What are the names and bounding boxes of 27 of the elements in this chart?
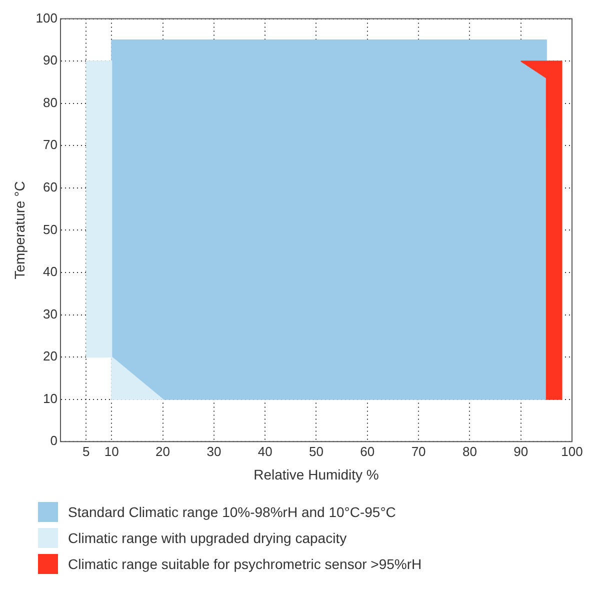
- x-tick-label: 40: [258, 444, 272, 459]
- y-tick-label: 100: [36, 10, 58, 26]
- x-tick-label: 90: [514, 444, 528, 459]
- x-tick-label: 100: [561, 444, 583, 459]
- y-tick-label: 20: [43, 348, 58, 364]
- x-tick-label: 30: [206, 444, 222, 459]
- y-tick-label: 0: [50, 433, 58, 448]
- x-tick-label: 10: [104, 444, 119, 459]
- y-tick-label: 90: [43, 52, 58, 68]
- x-tick-label: 60: [360, 444, 375, 459]
- y-tick-label: 70: [43, 137, 58, 152]
- x-tick-label: 5: [82, 444, 90, 459]
- y-axis-title: Temperature °C: [11, 181, 28, 280]
- x-tick-label: 70: [411, 444, 426, 459]
- legend-label: Standard Climatic range 10%-98%rH and 10°C-95°C: [68, 504, 396, 520]
- y-tick-label: 50: [43, 222, 58, 237]
- legend-label: Climatic range with upgraded drying capacity: [68, 530, 347, 546]
- x-tick-label: 50: [309, 444, 324, 459]
- x-axis-title: Relative Humidity %: [254, 466, 379, 482]
- x-tick-label: 20: [156, 444, 170, 459]
- y-tick-label: 10: [43, 390, 58, 406]
- y-tick-label: 80: [43, 94, 58, 110]
- legend-label: Climatic range suitable for psychrometric sensor >95%rH: [68, 556, 422, 572]
- y-tick-label: 30: [43, 306, 58, 322]
- y-tick-label: 40: [43, 264, 58, 280]
- y-tick-label: 60: [43, 180, 58, 194]
- x-tick-label: 80: [462, 444, 477, 459]
